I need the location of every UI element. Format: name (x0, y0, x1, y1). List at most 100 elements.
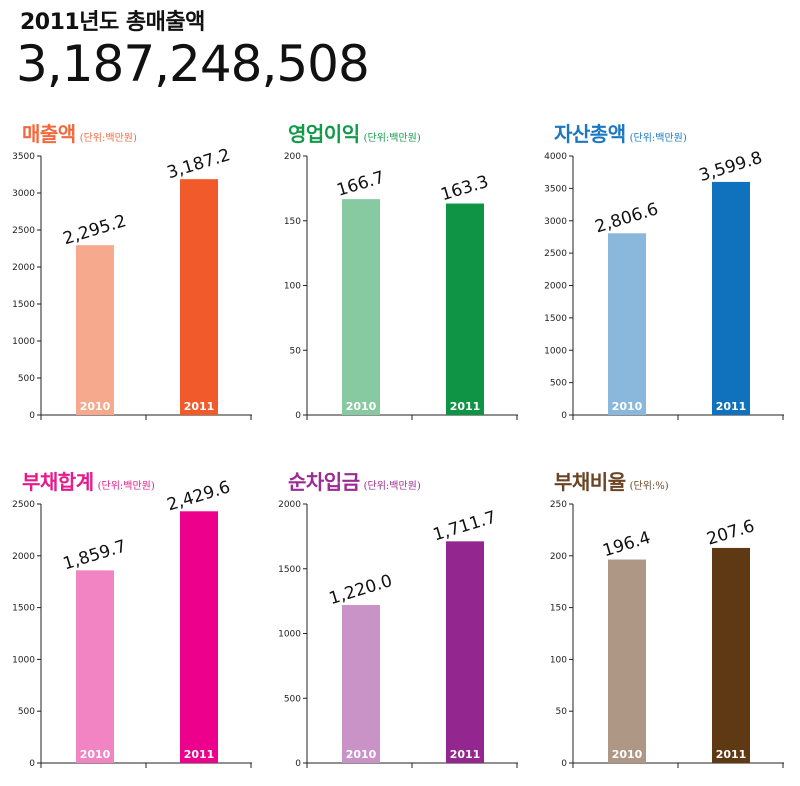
bar (446, 541, 484, 763)
category-label: 2011 (716, 400, 747, 413)
category-label: 2011 (716, 748, 747, 761)
bar (342, 199, 380, 415)
data-label: 3,187.2 (165, 145, 233, 183)
category-label: 2010 (346, 748, 377, 761)
bar (446, 203, 484, 415)
y-tick-label: 50 (290, 346, 302, 356)
chart-svg: 0 50 100 150 200 2010 166.7 2011 163.3 (284, 152, 518, 421)
chart-svg: 0 500 1000 1500 2000 2500 3000 3500 4000 2010 2,80… (544, 148, 784, 421)
bar (180, 511, 218, 763)
chart-debt-ratio: 부채비율 (단위:%) 0 50 100 150 200 250 2010 196.4 2011 2… (532, 466, 792, 786)
chart-title: 자산총액 (554, 122, 626, 146)
y-tick-label: 1500 (12, 300, 35, 310)
y-tick-label: 100 (550, 655, 567, 665)
y-tick-label: 3000 (544, 217, 567, 227)
y-tick-label: 0 (561, 759, 567, 769)
y-tick-label: 2500 (544, 249, 567, 259)
chart-svg: 0 50 100 150 200 250 2010 196.4 2011 207.6 (550, 500, 784, 769)
chart-svg: 0 500 1000 1500 2000 2500 2010 1,859.7 2011 2,429… (12, 477, 252, 769)
category-label: 2010 (346, 400, 377, 413)
data-label: 207.6 (705, 516, 757, 549)
category-label: 2010 (80, 748, 111, 761)
y-tick-label: 200 (284, 152, 301, 162)
category-label: 2010 (612, 400, 643, 413)
total-sales-value: 3,187,248,508 (16, 35, 370, 93)
y-tick-label: 3500 (12, 152, 35, 162)
chart-title: 순차입금 (288, 470, 360, 494)
chart-title: 부채비율 (554, 470, 626, 494)
chart-svg: 0 500 1000 1500 2000 2500 3000 3500 2010 2,295.2 2… (12, 145, 252, 421)
y-tick-label: 0 (29, 411, 35, 421)
bar (76, 245, 114, 415)
y-tick-label: 500 (550, 379, 567, 389)
chart-unit: (단위:백만원) (79, 133, 137, 144)
chart-unit: (단위:백만원) (363, 133, 421, 144)
chart-svg: 0 500 1000 1500 2000 2010 1,220.0 2011 1,711.7 (278, 500, 518, 769)
y-tick-label: 0 (295, 759, 301, 769)
data-label: 2,806.6 (593, 199, 661, 237)
chart-operating-profit: 영업이익 (단위:백만원) 0 50 100 150 200 2010 166.7 2011 16… (266, 118, 526, 438)
y-tick-label: 1000 (278, 630, 301, 640)
y-tick-label: 0 (29, 759, 35, 769)
data-label: 1,859.7 (61, 536, 129, 574)
bar (712, 547, 750, 763)
y-tick-label: 2000 (12, 263, 35, 273)
y-tick-label: 0 (295, 411, 301, 421)
y-tick-label: 150 (550, 604, 567, 614)
y-tick-label: 100 (284, 282, 301, 292)
bar (76, 570, 114, 763)
y-tick-label: 2500 (12, 226, 35, 236)
category-label: 2010 (80, 400, 111, 413)
category-label: 2011 (450, 400, 481, 413)
data-label: 3,599.8 (697, 148, 765, 186)
y-tick-label: 250 (550, 500, 567, 510)
data-label: 163.3 (439, 172, 491, 205)
y-tick-label: 50 (556, 707, 568, 717)
y-tick-label: 3500 (544, 184, 567, 194)
data-label: 166.7 (335, 167, 387, 200)
chart-unit: (단위:%) (629, 481, 669, 492)
y-tick-label: 3000 (12, 189, 35, 199)
y-tick-label: 1500 (544, 314, 567, 324)
chart-unit: (단위:백만원) (629, 133, 687, 144)
y-tick-label: 2000 (278, 500, 301, 510)
category-label: 2011 (184, 400, 215, 413)
y-tick-label: 1000 (544, 346, 567, 356)
chart-unit: (단위:백만원) (97, 481, 155, 492)
y-tick-label: 2000 (12, 552, 35, 562)
y-tick-label: 500 (284, 694, 301, 704)
y-tick-label: 2500 (12, 500, 35, 510)
bar (608, 233, 646, 415)
chart-title: 영업이익 (288, 122, 360, 146)
chart-title: 매출액 (22, 122, 76, 146)
y-tick-label: 1000 (12, 655, 35, 665)
category-label: 2011 (184, 748, 215, 761)
data-label: 196.4 (601, 528, 653, 561)
y-tick-label: 150 (284, 217, 301, 227)
category-label: 2010 (612, 748, 643, 761)
chart-total-assets: 자산총액 (단위:백만원) 0 500 1000 1500 2000 2500 3000 350… (532, 118, 792, 438)
data-label: 1,220.0 (327, 571, 395, 609)
bar (712, 181, 750, 415)
y-tick-label: 500 (18, 707, 35, 717)
bar (342, 605, 380, 763)
y-tick-label: 1000 (12, 337, 35, 347)
bar (608, 559, 646, 763)
chart-sales: 매출액 (단위:백만원) 0 500 1000 1500 2000 2500 3000 3500… (0, 118, 260, 438)
chart-total-liabilities: 부채합계 (단위:백만원) 0 500 1000 1500 2000 2500 2010 1,8… (0, 466, 260, 786)
data-label: 2,295.2 (61, 211, 129, 249)
y-tick-label: 4000 (544, 152, 567, 162)
bar (180, 179, 218, 415)
chart-net-borrowings: 순차입금 (단위:백만원) 0 500 1000 1500 2000 2010 1,220.0… (266, 466, 526, 786)
data-label: 2,429.6 (165, 477, 233, 515)
category-label: 2011 (450, 748, 481, 761)
y-tick-label: 0 (561, 411, 567, 421)
page-subtitle: 2011년도 총매출액 (20, 10, 205, 35)
y-tick-label: 1500 (278, 565, 301, 575)
chart-title: 부채합계 (22, 470, 94, 494)
chart-unit: (단위:백만원) (363, 481, 421, 492)
y-tick-label: 1500 (12, 604, 35, 614)
data-label: 1,711.7 (431, 507, 499, 545)
y-tick-label: 2000 (544, 282, 567, 292)
y-tick-label: 500 (18, 374, 35, 384)
